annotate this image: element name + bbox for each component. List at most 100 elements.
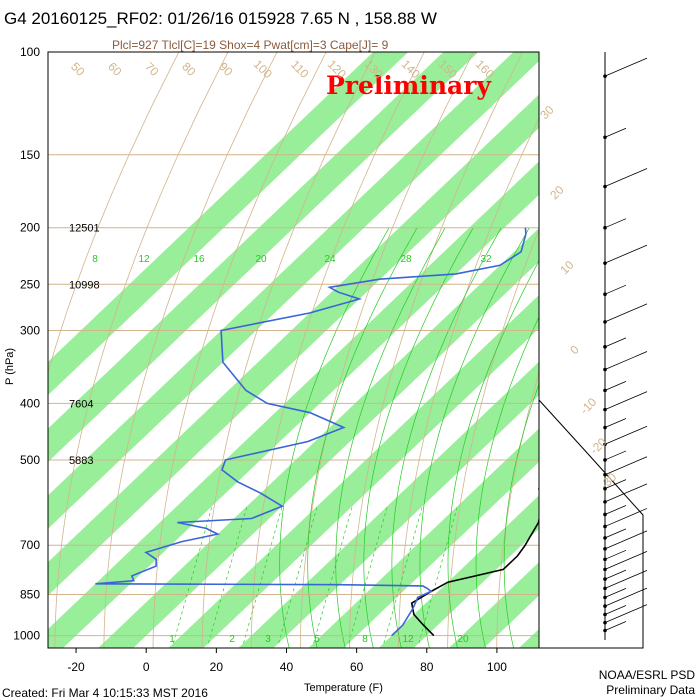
y-tick-850: 850 <box>20 587 40 601</box>
wind-barb <box>604 549 627 560</box>
wind-point <box>603 345 607 349</box>
wind-barb <box>604 508 648 527</box>
moist-adiabat <box>475 315 539 648</box>
wind-barb <box>604 127 627 138</box>
height-labels: 12501 10998 7604 5883 <box>69 223 100 467</box>
wind-barb <box>604 425 648 445</box>
moist-adiabat <box>279 227 390 648</box>
wind-profile-panel <box>538 52 648 649</box>
x-axis-label: Temperature (F) <box>304 682 383 694</box>
credit-line-1: NOAA/ESRL PSD <box>599 668 696 682</box>
right-edge-label: 0 <box>567 342 582 357</box>
wind-barb <box>604 168 648 187</box>
temp-band <box>98 228 539 648</box>
x-tick-80: 80 <box>420 660 434 674</box>
dry-adiabat <box>152 52 327 648</box>
y-tick-150: 150 <box>20 148 40 162</box>
x-axis-ticks: -20 0 20 40 60 80 100 <box>67 648 507 674</box>
y-tick-500: 500 <box>20 453 40 467</box>
y-tick-200: 200 <box>20 221 40 235</box>
wind-barb <box>604 337 627 348</box>
dry-adiabat-label: 80 <box>179 59 199 79</box>
upper-temp-label: 12 <box>138 254 150 265</box>
wind-point <box>603 486 607 491</box>
height-label: 12501 <box>69 223 100 235</box>
temp-band <box>238 361 539 648</box>
dry-adiabat <box>496 370 539 648</box>
temp-band <box>48 52 409 396</box>
temperature-line <box>410 485 539 637</box>
upper-temp-label: 20 <box>255 254 267 265</box>
x-tick-40: 40 <box>280 660 294 674</box>
wind-barb <box>604 351 648 370</box>
mixing-ratio-label: 8 <box>362 634 368 645</box>
adiabat-lines <box>48 52 700 648</box>
created-timestamp: Created: Fri Mar 4 10:15:33 MST 2016 <box>2 686 208 700</box>
wind-point <box>603 442 607 447</box>
height-label: 7604 <box>69 398 93 410</box>
dry-adiabat <box>595 52 700 648</box>
right-edge-label: 10 <box>557 258 577 278</box>
x-tick-0: 0 <box>143 660 150 674</box>
temp-band <box>48 94 539 596</box>
moist-adiabat <box>447 260 539 648</box>
x-tick-60: 60 <box>350 660 364 674</box>
wind-barb <box>604 391 648 411</box>
mixing-ratio-label: 3 <box>265 634 271 645</box>
wind-point <box>603 458 607 462</box>
upper-temperature-labels: 8 12 16 20 24 28 32 <box>92 254 492 265</box>
wind-panel-outline <box>538 398 644 649</box>
upper-temp-label: 24 <box>324 254 336 265</box>
right-edge-label: -10 <box>577 395 599 417</box>
upper-temp-label: 8 <box>92 254 98 265</box>
wind-barb <box>604 505 627 515</box>
wind-barb <box>604 483 648 503</box>
wind-barb <box>604 588 627 598</box>
dry-adiabat <box>48 52 180 374</box>
right-edge-label: -30 <box>597 470 619 492</box>
moist-adiabat <box>335 227 446 648</box>
height-label: 5883 <box>69 455 93 467</box>
y-tick-300: 300 <box>20 323 40 337</box>
wind-barb <box>604 303 648 323</box>
y-tick-100: 100 <box>20 45 40 59</box>
dewpoint-line <box>95 227 527 637</box>
chart-title: G4 20160125_RF02: 01/26/16 015928 7.65 N… <box>4 9 437 28</box>
wind-barb <box>604 621 627 631</box>
wind-barb <box>604 605 627 615</box>
moist-adiabat <box>307 227 418 648</box>
upper-temp-label: 28 <box>400 254 412 265</box>
temp-band <box>448 562 539 648</box>
dry-adiabat <box>349 52 523 648</box>
x-tick-100: 100 <box>487 660 507 674</box>
moist-adiabat <box>391 227 502 648</box>
wind-barb <box>604 418 627 428</box>
y-tick-700: 700 <box>20 538 40 552</box>
wind-barb <box>604 530 648 550</box>
dry-adiabat <box>201 52 376 648</box>
right-edge-label: -20 <box>587 435 609 457</box>
y-axis-ticks: 100 150 200 250 300 400 500 700 850 1000 <box>13 45 40 643</box>
dry-adiabat-label: 90 <box>216 59 236 79</box>
y-axis-label: P (hPa) <box>4 348 16 385</box>
dry-adiabat-label: 50 <box>68 59 88 79</box>
mixing-ratio-label: 2 <box>229 634 235 645</box>
mixing-ratio-label: 1 <box>169 634 175 645</box>
wind-point <box>603 472 607 477</box>
wind-barb <box>604 570 648 589</box>
wind-barb <box>604 456 648 476</box>
y-tick-1000: 1000 <box>13 629 40 643</box>
wind-barb <box>604 569 627 580</box>
wind-point <box>603 292 607 296</box>
dry-adiabat <box>644 52 700 648</box>
wind-barb <box>604 244 648 264</box>
height-label: 10998 <box>69 279 100 291</box>
moist-adiabat <box>503 383 539 648</box>
isobar-lines <box>48 154 539 637</box>
moist-adiabat <box>363 227 474 648</box>
moist-adiabat <box>419 227 530 648</box>
dry-adiabat-label: 70 <box>142 59 162 79</box>
temperature-bands <box>48 52 539 648</box>
sounding-series <box>95 227 539 637</box>
